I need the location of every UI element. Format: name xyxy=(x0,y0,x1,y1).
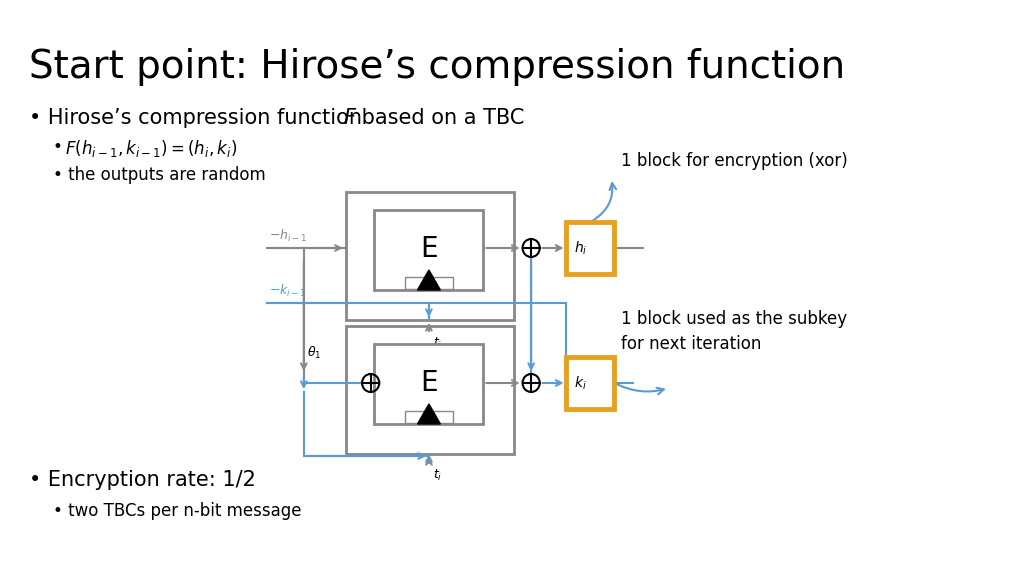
Text: •: • xyxy=(52,138,68,156)
Polygon shape xyxy=(418,404,440,424)
Bar xyxy=(566,357,614,409)
Text: E: E xyxy=(420,235,437,263)
Text: $h_i$: $h_i$ xyxy=(574,239,588,257)
Text: E: E xyxy=(420,369,437,397)
Text: $t_i$: $t_i$ xyxy=(433,336,442,351)
Bar xyxy=(406,277,453,289)
Text: • the outputs are random: • the outputs are random xyxy=(52,166,265,184)
Bar xyxy=(375,210,483,290)
Bar xyxy=(375,344,483,424)
Text: $-k_{i-1}$: $-k_{i-1}$ xyxy=(269,283,307,299)
Bar xyxy=(346,192,514,320)
Text: • two TBCs per n-bit message: • two TBCs per n-bit message xyxy=(52,502,301,520)
Text: $F(h_{i-1}, k_{i-1}) = (h_i, k_i)$: $F(h_{i-1}, k_{i-1}) = (h_i, k_i)$ xyxy=(65,138,238,159)
Text: based on a TBC: based on a TBC xyxy=(355,108,524,128)
Text: $k_i$: $k_i$ xyxy=(574,374,587,392)
Text: 1 block used as the subkey: 1 block used as the subkey xyxy=(621,310,847,328)
Text: for next iteration: for next iteration xyxy=(621,335,761,353)
Text: $\theta_1$: $\theta_1$ xyxy=(306,345,322,361)
Bar xyxy=(346,326,514,454)
Text: Start point: Hirose’s compression function: Start point: Hirose’s compression functi… xyxy=(29,48,845,86)
Polygon shape xyxy=(418,270,440,290)
Text: $t_i$: $t_i$ xyxy=(433,468,442,483)
Text: F: F xyxy=(344,108,356,128)
Bar xyxy=(406,411,453,423)
Text: • Encryption rate: 1/2: • Encryption rate: 1/2 xyxy=(29,470,256,490)
Text: • Hirose’s compression function: • Hirose’s compression function xyxy=(29,108,369,128)
Text: 1 block for encryption (xor): 1 block for encryption (xor) xyxy=(621,152,848,170)
Bar xyxy=(566,222,614,274)
Text: $-h_{i-1}$: $-h_{i-1}$ xyxy=(269,228,307,244)
